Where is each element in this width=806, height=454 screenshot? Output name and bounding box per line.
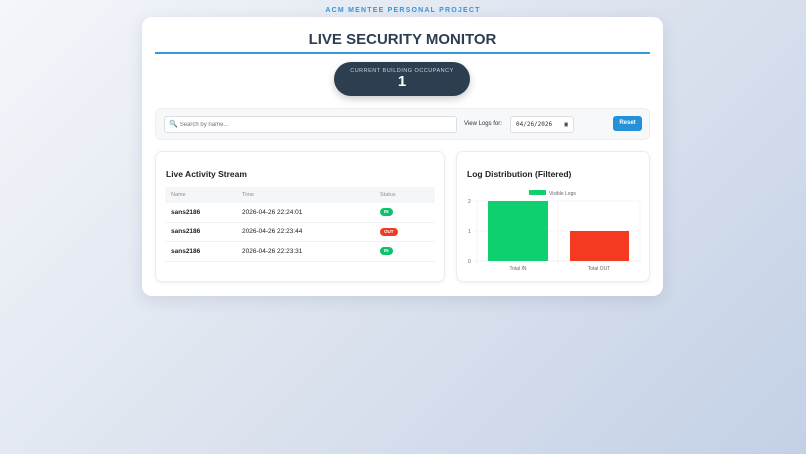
row-time: 2026-04-26 22:24:01 — [242, 208, 303, 216]
row-time: 2026-04-26 22:23:31 — [242, 247, 303, 255]
occupancy-pill: CURRENT BUILDING OCCUPANCY 1 — [334, 62, 470, 96]
project-tag: ACM MENTEE PERSONAL PROJECT — [325, 7, 481, 14]
view-logs-label: View Logs for: — [464, 121, 502, 127]
search-input[interactable] — [179, 121, 450, 128]
row-name: sans2186 — [171, 208, 201, 216]
status-badge: IN — [380, 247, 393, 256]
table-row: sans2186 2026-04-26 22:23:44 OUT — [165, 223, 435, 242]
log-distribution-card: Log Distribution (Filtered) Visible Logs… — [456, 151, 650, 282]
column-header-name: Name — [171, 192, 186, 198]
filter-bar: 🔍 View Logs for: 04/26/2026 ▣ Reset — [155, 108, 650, 140]
date-value: 04/26/2026 — [516, 121, 553, 128]
chart-title: Log Distribution (Filtered) — [467, 169, 572, 179]
row-name: sans2186 — [171, 228, 201, 236]
bar-total-in[interactable] — [488, 201, 548, 261]
column-header-time: Time — [242, 192, 255, 198]
table-row: sans2186 2026-04-26 22:24:01 IN — [165, 203, 435, 223]
bar-chart: Visible Logs 2 1 0 Total IN Total OUT — [468, 190, 641, 272]
date-picker[interactable]: 04/26/2026 ▣ — [510, 116, 574, 133]
legend-label[interactable]: Visible Logs — [549, 191, 576, 197]
row-name: sans2186 — [171, 247, 201, 255]
activity-table: Name Time Status sans2186 2026-04-26 22:… — [165, 187, 435, 262]
reset-button[interactable]: Reset — [613, 116, 642, 131]
y-tick: 1 — [468, 229, 471, 235]
table-row: sans2186 2026-04-26 22:23:31 IN — [165, 242, 435, 262]
status-badge: IN — [380, 208, 393, 217]
page-title: LIVE SECURITY MONITOR — [308, 31, 497, 48]
y-tick: 2 — [468, 199, 471, 205]
title-divider — [155, 52, 650, 54]
row-time: 2026-04-26 22:23:44 — [242, 228, 303, 236]
bar-total-out[interactable] — [570, 231, 629, 261]
legend-swatch[interactable] — [529, 190, 546, 195]
activity-title: Live Activity Stream — [166, 169, 247, 179]
column-header-status: Status — [380, 192, 396, 198]
occupancy-label: CURRENT BUILDING OCCUPANCY — [350, 68, 454, 74]
search-field[interactable]: 🔍 — [164, 116, 457, 133]
y-tick: 0 — [468, 259, 471, 265]
calendar-icon[interactable]: ▣ — [564, 121, 568, 128]
table-header: Name Time Status — [165, 187, 435, 203]
x-tick: Total OUT — [588, 266, 611, 272]
magnifier-icon: 🔍 — [169, 121, 178, 128]
occupancy-count: 1 — [397, 73, 407, 90]
status-badge: OUT — [380, 227, 398, 236]
x-tick: Total IN — [510, 266, 527, 272]
dashboard-card: LIVE SECURITY MONITOR CURRENT BUILDING O… — [142, 17, 663, 296]
activity-stream-card: Live Activity Stream Name Time Status sa… — [155, 151, 445, 282]
